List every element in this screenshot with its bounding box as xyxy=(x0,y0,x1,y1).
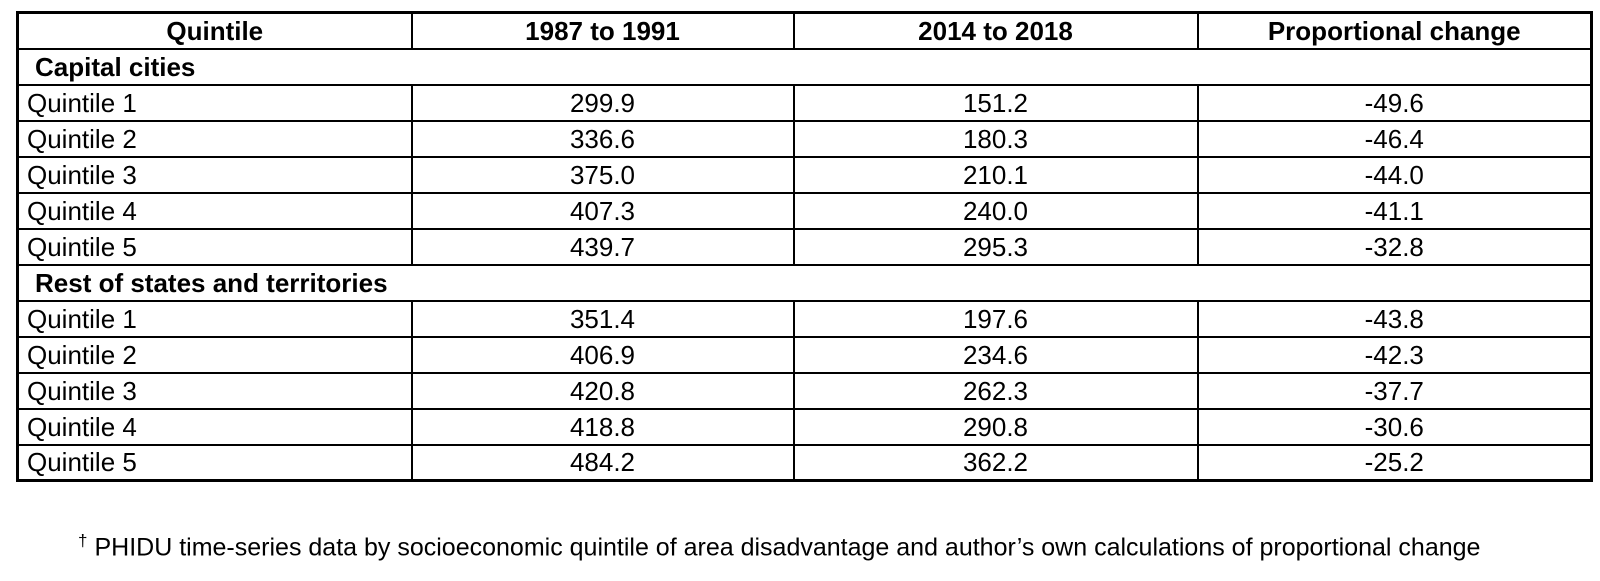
value-2014-2018: 362.2 xyxy=(792,443,1199,482)
value-1987-1991: 420.8 xyxy=(410,371,795,410)
row-label: Quintile 4 xyxy=(16,191,413,230)
table-row: Quintile 5 484.2 362.2 -25.2 xyxy=(16,443,1593,482)
column-header-1987-1991: 1987 to 1991 xyxy=(410,11,795,50)
value-proportional-change: -43.8 xyxy=(1196,299,1593,338)
footnote-text: PHIDU time-series data by socioeconomic … xyxy=(94,533,1481,562)
table-row: Quintile 5 439.7 295.3 -32.8 xyxy=(16,227,1593,266)
row-label: Quintile 3 xyxy=(16,371,413,410)
section-label: Rest of states and territories xyxy=(16,263,1593,302)
value-1987-1991: 484.2 xyxy=(410,443,795,482)
column-header-quintile: Quintile xyxy=(16,11,413,50)
value-proportional-change: -30.6 xyxy=(1196,407,1593,446)
row-label: Quintile 2 xyxy=(16,119,413,158)
value-2014-2018: 180.3 xyxy=(792,119,1199,158)
row-label: Quintile 5 xyxy=(16,227,413,266)
value-1987-1991: 439.7 xyxy=(410,227,795,266)
section-label: Capital cities xyxy=(16,47,1593,86)
table-row: Quintile 4 407.3 240.0 -41.1 xyxy=(16,191,1593,230)
value-2014-2018: 290.8 xyxy=(792,407,1199,446)
value-2014-2018: 210.1 xyxy=(792,155,1199,194)
value-2014-2018: 234.6 xyxy=(792,335,1199,374)
row-label: Quintile 5 xyxy=(16,443,413,482)
table-row: Quintile 2 406.9 234.6 -42.3 xyxy=(16,335,1593,374)
footnote-dagger-marker: † xyxy=(78,531,88,550)
value-proportional-change: -44.0 xyxy=(1196,155,1593,194)
value-1987-1991: 375.0 xyxy=(410,155,795,194)
value-2014-2018: 262.3 xyxy=(792,371,1199,410)
column-header-proportional-change: Proportional change xyxy=(1196,11,1593,50)
value-proportional-change: -32.8 xyxy=(1196,227,1593,266)
row-label: Quintile 1 xyxy=(16,299,413,338)
value-1987-1991: 407.3 xyxy=(410,191,795,230)
table-row: Quintile 3 375.0 210.1 -44.0 xyxy=(16,155,1593,194)
value-2014-2018: 151.2 xyxy=(792,83,1199,122)
value-proportional-change: -41.1 xyxy=(1196,191,1593,230)
section-row-capital-cities: Capital cities xyxy=(16,47,1593,86)
table-row: Quintile 1 351.4 197.6 -43.8 xyxy=(16,299,1593,338)
row-label: Quintile 4 xyxy=(16,407,413,446)
table-row: Quintile 2 336.6 180.3 -46.4 xyxy=(16,119,1593,158)
value-1987-1991: 336.6 xyxy=(410,119,795,158)
value-proportional-change: -49.6 xyxy=(1196,83,1593,122)
quintile-data-table: Quintile 1987 to 1991 2014 to 2018 Propo… xyxy=(16,11,1593,482)
row-label: Quintile 2 xyxy=(16,335,413,374)
value-proportional-change: -25.2 xyxy=(1196,443,1593,482)
row-label: Quintile 1 xyxy=(16,83,413,122)
footnote: † PHIDU time-series data by socioeconomic… xyxy=(78,524,1480,564)
section-row-rest-of-states: Rest of states and territories xyxy=(16,263,1593,302)
value-proportional-change: -42.3 xyxy=(1196,335,1593,374)
value-2014-2018: 240.0 xyxy=(792,191,1199,230)
table-row: Quintile 4 418.8 290.8 -30.6 xyxy=(16,407,1593,446)
value-2014-2018: 295.3 xyxy=(792,227,1199,266)
column-header-2014-2018: 2014 to 2018 xyxy=(792,11,1199,50)
row-label: Quintile 3 xyxy=(16,155,413,194)
value-2014-2018: 197.6 xyxy=(792,299,1199,338)
table-row: Quintile 3 420.8 262.3 -37.7 xyxy=(16,371,1593,410)
value-1987-1991: 351.4 xyxy=(410,299,795,338)
value-1987-1991: 299.9 xyxy=(410,83,795,122)
value-1987-1991: 406.9 xyxy=(410,335,795,374)
value-proportional-change: -46.4 xyxy=(1196,119,1593,158)
table-row: Quintile 1 299.9 151.2 -49.6 xyxy=(16,83,1593,122)
value-proportional-change: -37.7 xyxy=(1196,371,1593,410)
value-1987-1991: 418.8 xyxy=(410,407,795,446)
table-header-row: Quintile 1987 to 1991 2014 to 2018 Propo… xyxy=(16,11,1593,50)
